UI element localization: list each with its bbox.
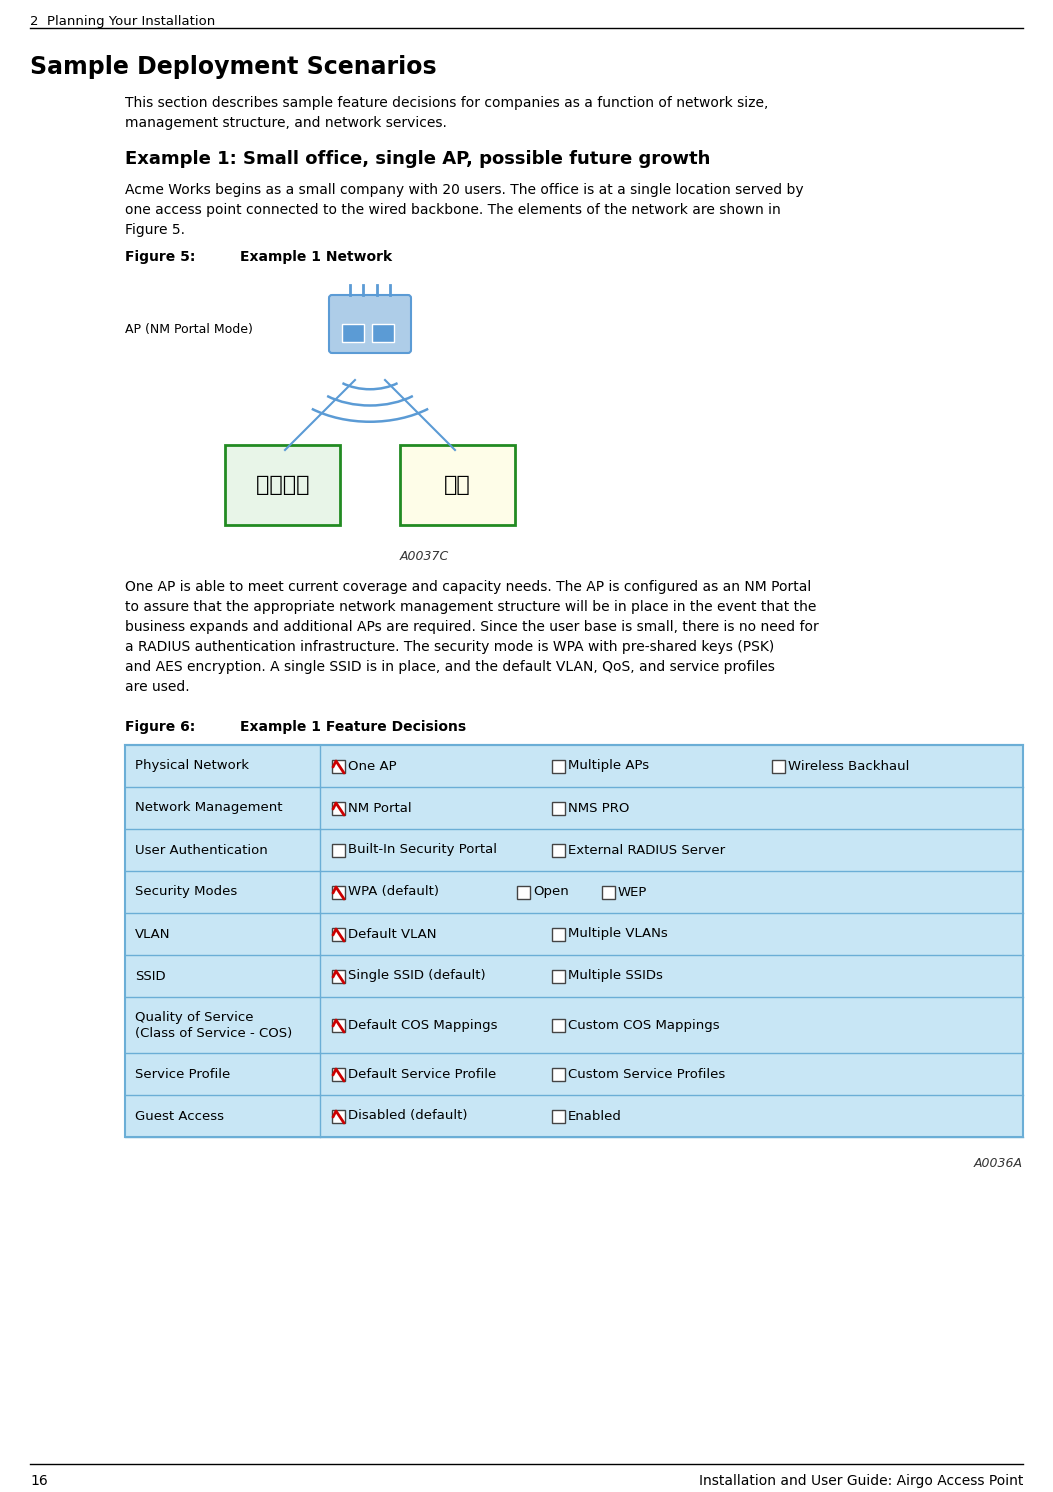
Text: User Authentication: User Authentication — [135, 843, 267, 856]
Bar — [125, 997, 1024, 1053]
Text: One AP is able to meet current coverage and capacity needs. The AP is configured: One AP is able to meet current coverage … — [125, 580, 819, 694]
Text: WPA (default): WPA (default) — [347, 885, 439, 898]
Text: Disabled (default): Disabled (default) — [347, 1110, 468, 1122]
Text: Example 1 Network: Example 1 Network — [240, 251, 392, 264]
Bar — [372, 324, 394, 342]
Text: Network Management: Network Management — [135, 801, 282, 815]
Text: Open: Open — [533, 885, 569, 898]
Bar — [332, 885, 345, 898]
Bar — [772, 759, 784, 773]
Bar — [332, 759, 345, 773]
Text: Wireless Backhaul: Wireless Backhaul — [788, 759, 910, 773]
Text: Default VLAN: Default VLAN — [347, 928, 437, 940]
Text: Quality of Service
(Class of Service - COS): Quality of Service (Class of Service - C… — [135, 1010, 293, 1040]
Text: Multiple SSIDs: Multiple SSIDs — [568, 970, 663, 983]
Text: Default Service Profile: Default Service Profile — [347, 1067, 496, 1080]
Text: WEP: WEP — [618, 885, 648, 898]
Text: Acme Works begins as a small company with 20 users. The office is at a single lo: Acme Works begins as a small company wit… — [125, 184, 803, 237]
Text: A0036A: A0036A — [974, 1156, 1024, 1170]
Text: Figure 6:: Figure 6: — [125, 721, 195, 734]
Text: A0037C: A0037C — [400, 551, 450, 562]
Bar — [125, 955, 1024, 997]
Text: 2  Planning Your Installation: 2 Planning Your Installation — [29, 15, 215, 28]
Text: Single SSID (default): Single SSID (default) — [347, 970, 485, 983]
Text: NMS PRO: NMS PRO — [568, 801, 630, 815]
Bar — [552, 1110, 565, 1122]
Bar — [517, 885, 530, 898]
Bar — [125, 745, 1024, 1137]
Bar — [552, 759, 565, 773]
Text: 👥💬: 👥💬 — [444, 474, 471, 495]
Bar — [332, 1067, 345, 1080]
Text: Custom Service Profiles: Custom Service Profiles — [568, 1067, 726, 1080]
Text: One AP: One AP — [347, 759, 397, 773]
Text: SSID: SSID — [135, 970, 165, 983]
Bar — [552, 970, 565, 983]
Text: Multiple VLANs: Multiple VLANs — [568, 928, 668, 940]
Text: Service Profile: Service Profile — [135, 1067, 231, 1080]
Text: Example 1 Feature Decisions: Example 1 Feature Decisions — [240, 721, 466, 734]
Bar — [125, 830, 1024, 871]
Text: This section describes sample feature decisions for companies as a function of n: This section describes sample feature de… — [125, 95, 769, 130]
Text: Default COS Mappings: Default COS Mappings — [347, 1019, 497, 1031]
Text: Security Modes: Security Modes — [135, 885, 237, 898]
Bar — [552, 843, 565, 856]
Bar — [332, 843, 345, 856]
Bar — [332, 970, 345, 983]
Text: VLAN: VLAN — [135, 928, 171, 940]
Text: External RADIUS Server: External RADIUS Server — [568, 843, 726, 856]
Bar — [552, 801, 565, 815]
Bar — [552, 928, 565, 940]
FancyBboxPatch shape — [400, 445, 515, 525]
Bar — [552, 1019, 565, 1031]
Bar — [332, 1019, 345, 1031]
FancyBboxPatch shape — [225, 445, 340, 525]
Bar — [332, 928, 345, 940]
Bar — [125, 913, 1024, 955]
Text: Physical Network: Physical Network — [135, 759, 249, 773]
Text: Figure 5:: Figure 5: — [125, 251, 196, 264]
Text: Example 1: Small office, single AP, possible future growth: Example 1: Small office, single AP, poss… — [125, 151, 711, 169]
Text: Sample Deployment Scenarios: Sample Deployment Scenarios — [29, 55, 437, 79]
Text: 16: 16 — [29, 1474, 47, 1488]
Text: Installation and User Guide: Airgo Access Point: Installation and User Guide: Airgo Acces… — [698, 1474, 1024, 1488]
Bar — [602, 885, 615, 898]
FancyBboxPatch shape — [329, 295, 411, 354]
Bar — [552, 1067, 565, 1080]
Bar — [125, 1053, 1024, 1095]
Bar — [332, 801, 345, 815]
Text: Enabled: Enabled — [568, 1110, 622, 1122]
Text: Custom COS Mappings: Custom COS Mappings — [568, 1019, 719, 1031]
Bar — [125, 871, 1024, 913]
Bar — [125, 1095, 1024, 1137]
Bar — [332, 1110, 345, 1122]
Bar — [342, 324, 364, 342]
Text: 👩‍💻👨‍💻: 👩‍💻👨‍💻 — [256, 474, 310, 495]
Text: Built-In Security Portal: Built-In Security Portal — [347, 843, 497, 856]
Text: AP (NM Portal Mode): AP (NM Portal Mode) — [125, 324, 253, 337]
Text: Guest Access: Guest Access — [135, 1110, 224, 1122]
Text: Multiple APs: Multiple APs — [568, 759, 649, 773]
Text: NM Portal: NM Portal — [347, 801, 412, 815]
Bar — [125, 786, 1024, 830]
Bar — [125, 745, 1024, 786]
